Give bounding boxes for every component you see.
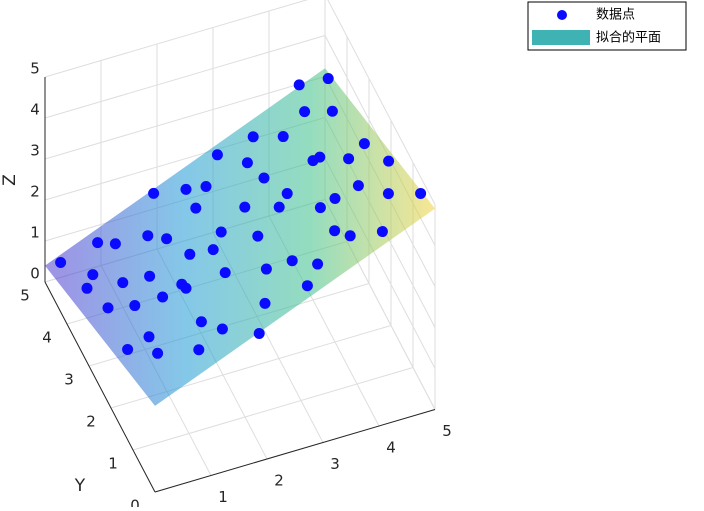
data-point [161, 233, 173, 245]
data-point [329, 193, 341, 204]
data-point [259, 297, 271, 309]
data-point [109, 238, 121, 250]
data-point [239, 201, 251, 213]
y-tick-label: 5 [20, 287, 30, 305]
data-point [180, 282, 192, 294]
grid-line [44, 35, 326, 119]
data-point [312, 258, 324, 270]
grid-line [132, 367, 414, 451]
y-tick-label: 0 [130, 497, 140, 508]
data-point [358, 138, 370, 150]
data-point [286, 255, 298, 267]
data-point [148, 187, 160, 199]
data-point [352, 180, 364, 192]
data-point [190, 202, 202, 214]
data-point [252, 230, 264, 242]
data-point [376, 226, 388, 238]
data-point [277, 131, 289, 143]
data-point [383, 155, 395, 167]
z-tick-label: 5 [30, 60, 40, 78]
z-tick-label: 0 [30, 265, 40, 283]
legend-label: 数据点 [596, 8, 635, 23]
x-tick-label: 4 [386, 439, 396, 457]
data-point [326, 105, 338, 117]
data-point [152, 347, 164, 359]
y-tick-label: 1 [108, 455, 118, 473]
legend-marker [532, 30, 590, 45]
y-axis [44, 281, 156, 493]
legend-marker [557, 10, 567, 20]
data-point [81, 282, 93, 294]
data-point [344, 230, 356, 242]
data-point [299, 106, 311, 118]
legend-box [527, 1, 687, 51]
x-tick-label: 2 [274, 472, 284, 490]
data-point [241, 157, 253, 169]
data-point [382, 188, 394, 200]
x-tick-label: 3 [330, 455, 340, 473]
data-point [144, 270, 156, 282]
data-point [117, 277, 129, 289]
data-point [55, 257, 67, 268]
data-point [193, 344, 205, 356]
data-point [329, 225, 341, 237]
y-tick-label: 4 [42, 329, 52, 347]
data-point [211, 149, 223, 161]
data-point [314, 202, 326, 214]
data-point [260, 263, 272, 275]
data-point [122, 343, 134, 355]
z-tick-label: 2 [30, 183, 40, 201]
data-point [129, 300, 141, 312]
data-point [322, 73, 334, 85]
data-point [273, 201, 285, 213]
data-point [92, 237, 104, 249]
data-point [200, 181, 212, 192]
data-point [195, 316, 207, 328]
data-point [157, 291, 169, 303]
data-point [215, 226, 227, 238]
z-tick-label: 1 [30, 224, 40, 242]
data-point [415, 187, 427, 199]
grid-line [327, 0, 436, 205]
data-point [301, 280, 313, 292]
data-point [258, 172, 270, 184]
data-point [216, 323, 228, 335]
data-point [102, 302, 114, 314]
x-tick-label: 5 [442, 422, 452, 440]
data-point [184, 248, 196, 260]
y-tick-label: 3 [64, 371, 74, 389]
data-point [142, 230, 154, 242]
legend-label: 拟合的平面 [596, 30, 661, 46]
x-tick-label: 1 [218, 488, 228, 506]
data-point [281, 188, 293, 200]
data-point [87, 269, 99, 281]
grid-line [44, 0, 309, 78]
data-point [253, 327, 265, 339]
data-point [219, 267, 231, 279]
data-point [180, 183, 192, 195]
grid-line [44, 76, 326, 160]
data-point [143, 331, 155, 343]
z-axis-label: Z [0, 174, 20, 186]
fitted-plane [45, 68, 435, 406]
y-axis-label: Y [74, 476, 86, 496]
z-tick-label: 3 [30, 142, 40, 160]
x-axis [154, 409, 436, 493]
data-point [343, 153, 355, 165]
y-tick-label: 2 [86, 413, 96, 431]
z-tick-label: 4 [30, 101, 40, 119]
data-point [247, 131, 259, 143]
data-point [307, 155, 319, 167]
data-point [293, 79, 305, 91]
data-point [207, 244, 219, 256]
